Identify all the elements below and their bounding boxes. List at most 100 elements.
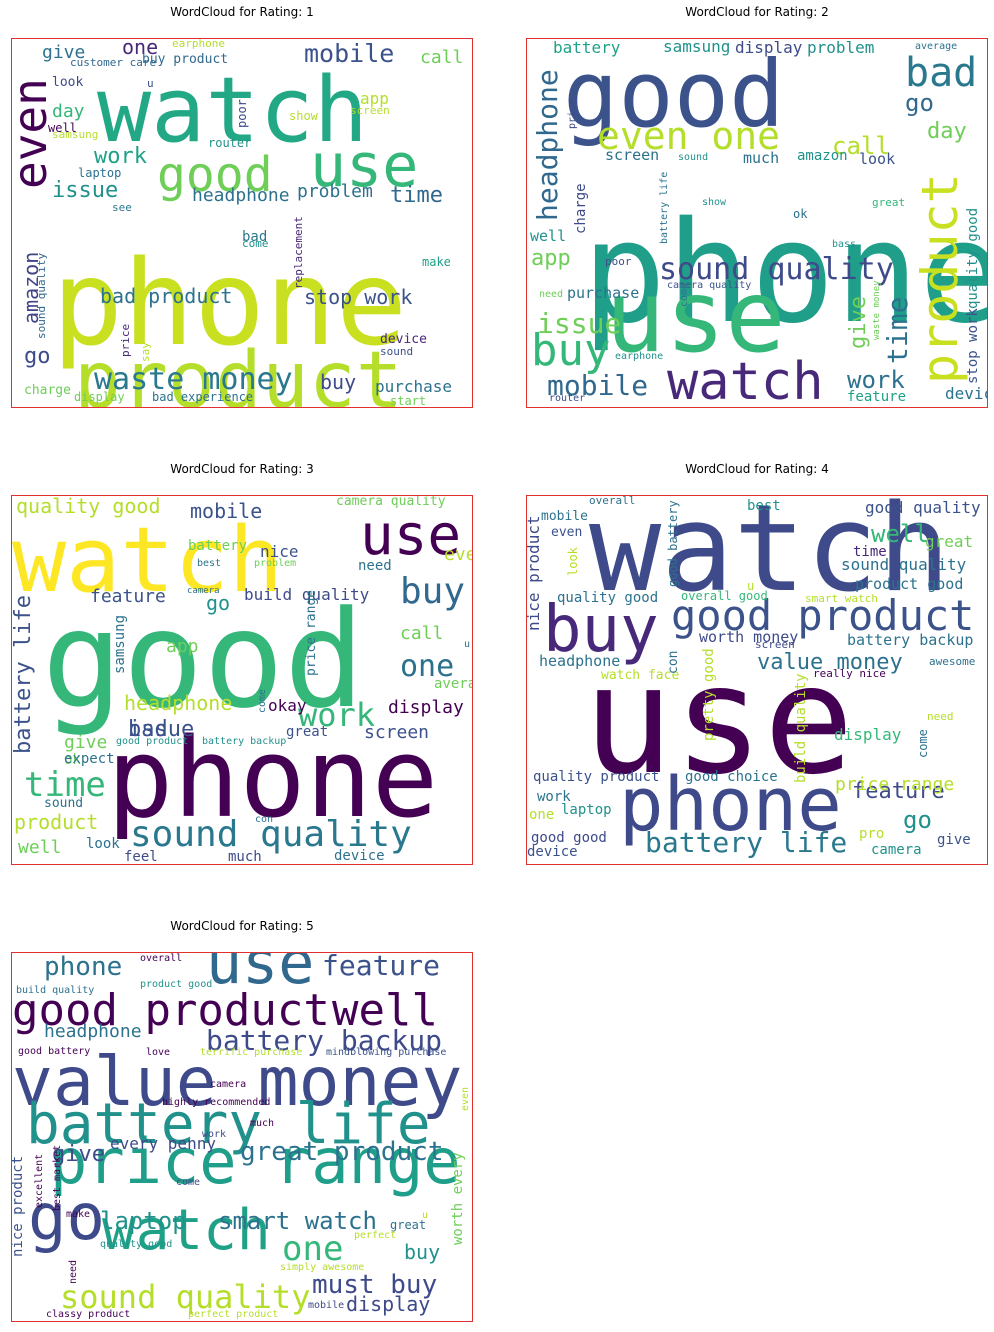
word-see: see xyxy=(112,201,132,214)
word-buy: buy xyxy=(543,593,659,667)
word-bad-product: bad product xyxy=(100,284,232,308)
word-con: con xyxy=(255,814,273,825)
word-give: give xyxy=(846,296,871,349)
word-come: come xyxy=(257,689,268,713)
word-u: u xyxy=(747,579,754,593)
word-one: one xyxy=(529,807,554,823)
word-overall: overall xyxy=(140,953,182,964)
word-work: work xyxy=(94,144,147,169)
word-display: display xyxy=(834,725,902,744)
word-well: well xyxy=(18,837,61,858)
word-say: say xyxy=(139,342,152,362)
word-battery-backup: battery backup xyxy=(847,631,973,649)
word-screen: screen xyxy=(350,104,390,117)
word-quality-good: quality good xyxy=(557,590,658,606)
word-time: time xyxy=(390,183,443,208)
word-display: display xyxy=(735,39,803,57)
word-quality-product: quality product xyxy=(533,769,659,785)
word-customer-care: customer care xyxy=(70,56,156,69)
word-love: love xyxy=(146,1047,170,1058)
word-work: work xyxy=(847,366,905,394)
word-phone: phone xyxy=(107,714,438,842)
word-look: look xyxy=(859,150,895,168)
word-headphone: headphone xyxy=(44,1021,142,1042)
word-phone: phone xyxy=(619,762,842,848)
word-good-battery: good battery xyxy=(18,1046,90,1057)
word-one: one xyxy=(122,39,158,59)
word-excellent: excellent xyxy=(34,1154,45,1208)
word-headphone: headphone xyxy=(531,69,564,221)
word-purchase: purchase xyxy=(375,377,452,396)
word-overall: overall xyxy=(589,496,635,507)
word-watch-face: watch face xyxy=(601,668,679,683)
word-quality-good: quality good xyxy=(100,1239,172,1250)
word-great-product: great product xyxy=(240,1137,444,1167)
word-come: come xyxy=(916,729,930,758)
word-awesome: awesome xyxy=(929,655,975,668)
word-good-product: good product xyxy=(671,591,974,640)
word-pro: pro xyxy=(859,826,884,842)
word-camera: camera xyxy=(871,842,922,858)
word-charge: charge xyxy=(573,183,589,234)
word-expect: expect xyxy=(64,751,115,767)
word-samsung: samsung xyxy=(112,615,128,674)
panel-title-3: WordCloud for Rating: 3 xyxy=(170,462,314,476)
word-price: price xyxy=(567,99,578,129)
word-sound: sound xyxy=(380,345,413,358)
word-mobile: mobile xyxy=(308,1300,344,1311)
word-worth-every: worth every xyxy=(450,1152,466,1245)
word-build-quality: build quality xyxy=(244,585,370,604)
word-display: display xyxy=(388,697,464,718)
word-router: router xyxy=(549,393,585,404)
word-give: give xyxy=(52,1142,105,1167)
word-need: need xyxy=(68,1260,79,1284)
word-every-penny: every penny xyxy=(110,1134,216,1153)
word-con: con xyxy=(666,651,681,674)
word-feature: feature xyxy=(90,586,166,607)
word-day: day xyxy=(52,101,85,122)
word-mobile: mobile xyxy=(304,39,394,68)
word-well: well xyxy=(48,121,77,135)
word-look: look xyxy=(86,836,120,852)
word-sound-quality: sound quality xyxy=(60,1278,310,1316)
word-go: go xyxy=(206,591,230,615)
word-battery-life: battery life xyxy=(26,1092,431,1157)
word-buy: buy xyxy=(320,370,356,394)
word-use: use xyxy=(206,953,314,998)
word-sound-quality: sound quality xyxy=(841,555,967,574)
word-headphone: headphone xyxy=(124,691,232,715)
word-build-quality: build quality xyxy=(793,673,809,783)
word-pretty-good: pretty good xyxy=(701,648,717,741)
word-work: work xyxy=(298,696,375,734)
word-use: use xyxy=(310,131,418,201)
word-look: look xyxy=(52,75,83,90)
word-camera: camera xyxy=(210,1079,246,1090)
word-really-nice: really nice xyxy=(813,667,886,680)
word-make: make xyxy=(422,255,451,269)
word-watch: watch xyxy=(667,352,824,407)
word-issue: issue xyxy=(128,717,194,742)
word-device: device xyxy=(945,384,987,403)
word-best: best xyxy=(197,558,221,569)
word-watch: watch xyxy=(97,58,368,163)
word-nice-product: nice product xyxy=(12,1156,26,1257)
word-build-quality: build quality xyxy=(16,985,94,996)
word-need: need xyxy=(927,710,954,723)
word-good-good: good good xyxy=(531,830,607,846)
word-battery-life: battery life xyxy=(12,595,36,754)
word-screen: screen xyxy=(755,638,795,651)
word-come: come xyxy=(242,237,269,250)
panel-title-1: WordCloud for Rating: 1 xyxy=(170,5,314,19)
word-device: device xyxy=(380,332,427,347)
word-simply-awesome: simply awesome xyxy=(280,1262,364,1273)
word-highly-recommended: highly recommended xyxy=(162,1097,270,1108)
word-bad: bad xyxy=(128,717,168,742)
panel-title-5: WordCloud for Rating: 5 xyxy=(170,919,314,933)
word-headphone: headphone xyxy=(192,185,290,206)
word-purchase: purchase xyxy=(567,284,639,302)
word-buy: buy xyxy=(531,325,610,376)
word-good: good xyxy=(563,41,785,148)
word-day: day xyxy=(927,119,967,144)
word-sound-quality: sound quality xyxy=(130,814,412,855)
